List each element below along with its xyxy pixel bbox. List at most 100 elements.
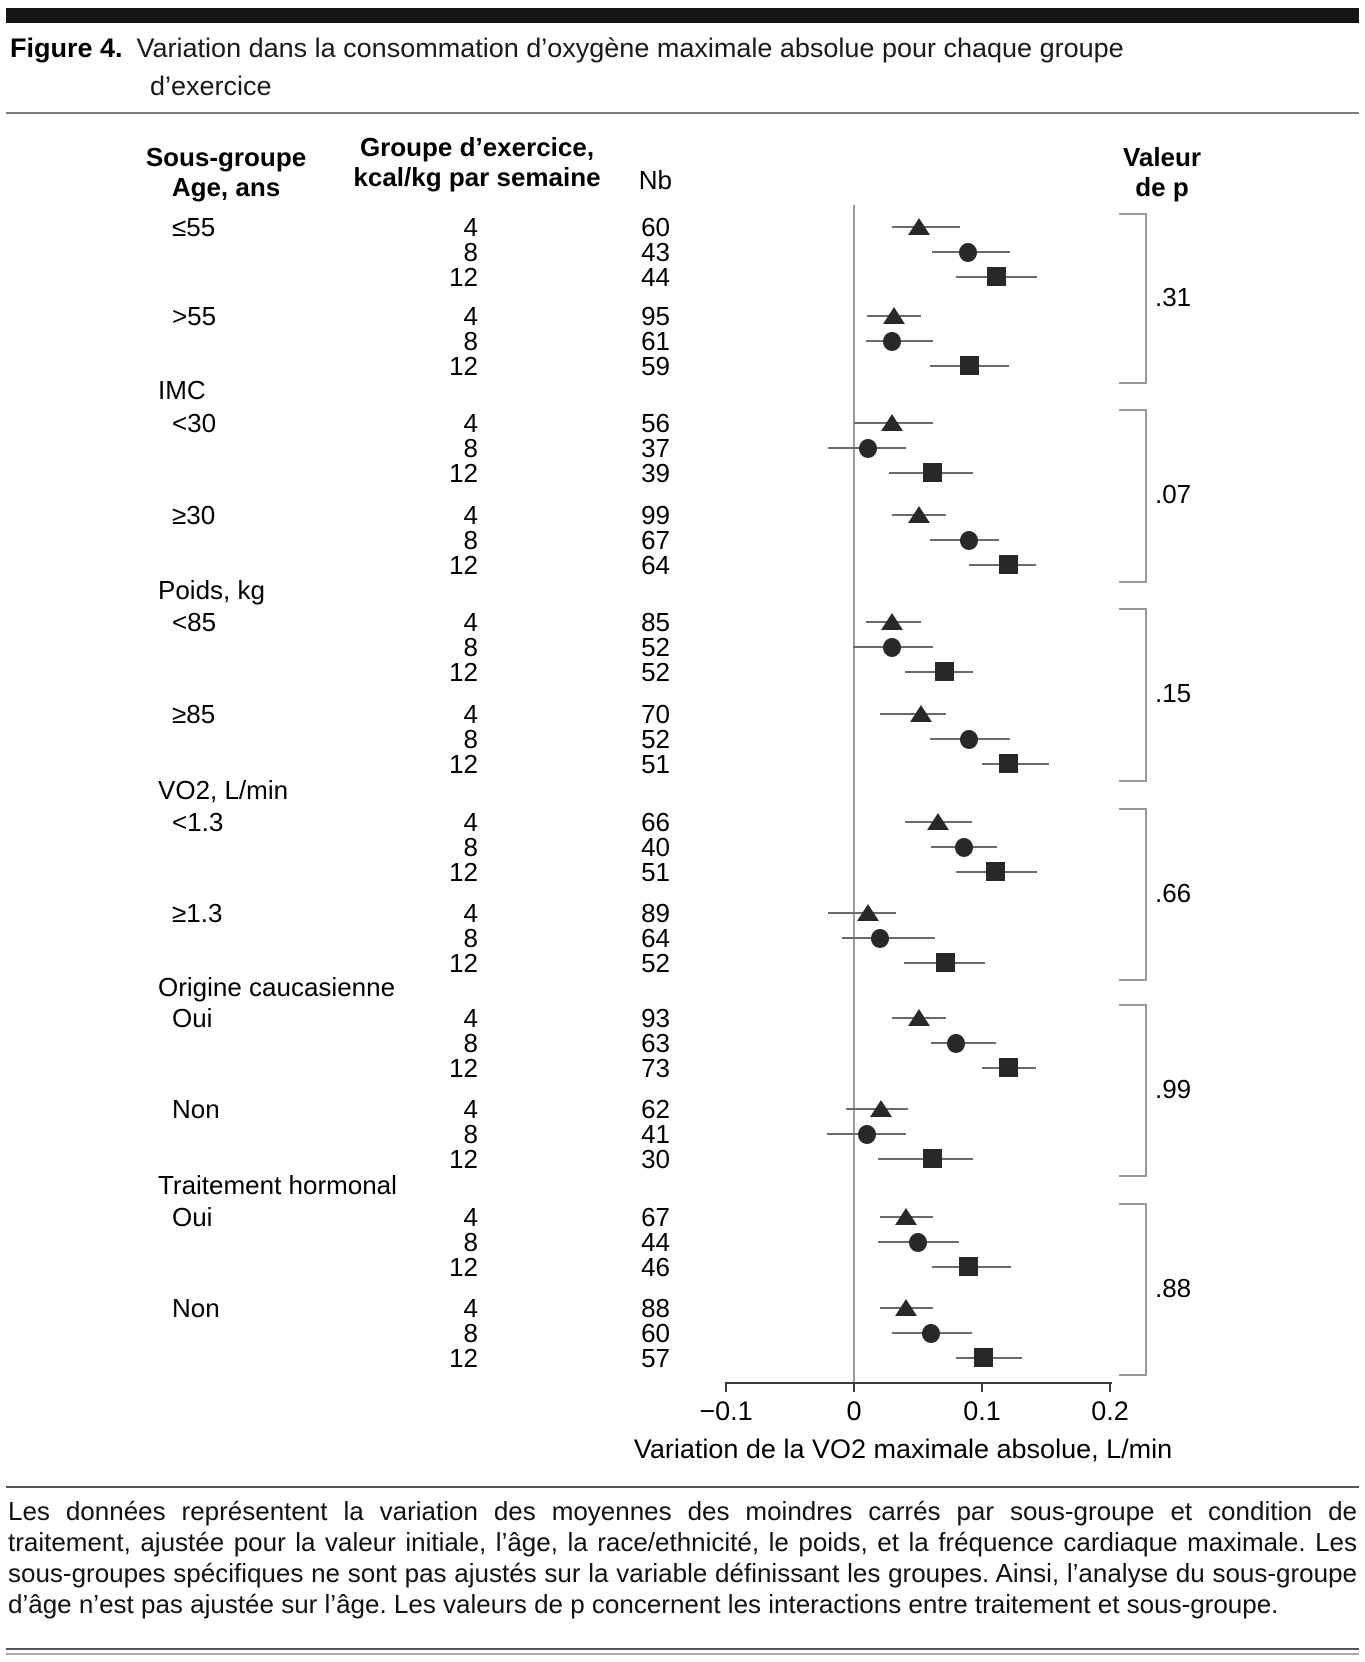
marker-triangle <box>882 307 905 324</box>
p-value-label: .99 <box>1155 1073 1192 1104</box>
bottom-double-rule <box>6 1648 1359 1655</box>
dose-value: 12 <box>449 458 478 488</box>
n-value: 60 <box>641 212 670 242</box>
x-tick-label: −0.1 <box>699 1396 753 1426</box>
subgroup-label: <30 <box>172 408 217 438</box>
n-value: 99 <box>641 500 670 530</box>
dose-value: 4 <box>463 898 478 928</box>
marker-circle <box>960 730 979 749</box>
n-value: 40 <box>641 832 670 862</box>
n-value: 60 <box>641 1318 670 1348</box>
dose-value: 8 <box>463 1119 478 1149</box>
marker-triangle <box>881 414 904 431</box>
n-value: 30 <box>641 1144 670 1174</box>
p-bracket <box>1119 1004 1147 1177</box>
p-bracket <box>1119 213 1147 384</box>
p-value-label: .66 <box>1155 877 1192 908</box>
n-value: 39 <box>641 458 670 488</box>
dose-value: 12 <box>449 948 478 978</box>
subgroup-label: <85 <box>172 607 217 637</box>
dose-value: 4 <box>463 301 478 331</box>
n-value: 63 <box>641 1028 670 1058</box>
n-value: 95 <box>641 301 670 331</box>
n-value: 52 <box>641 657 670 687</box>
n-value: 67 <box>641 525 670 555</box>
dose-value: 8 <box>463 923 478 953</box>
x-tick-label: 0.1 <box>963 1396 1001 1426</box>
marker-square <box>958 1257 978 1276</box>
marker-square <box>960 356 980 375</box>
marker-triangle <box>927 813 950 830</box>
marker-triangle <box>869 1100 892 1117</box>
n-value: 62 <box>641 1094 670 1124</box>
marker-square <box>998 555 1018 574</box>
column-header-p-line2: de p <box>1135 172 1189 202</box>
p-value-label: .07 <box>1155 479 1192 509</box>
section-label: Poids, kg <box>158 575 265 605</box>
title-divider <box>6 112 1359 114</box>
marker-circle <box>883 332 902 351</box>
p-value-label: .31 <box>1155 281 1192 312</box>
dose-value: 8 <box>463 525 478 555</box>
marker-circle <box>958 243 977 262</box>
x-axis-line <box>726 1382 1112 1384</box>
n-value: 67 <box>641 1202 670 1232</box>
dose-value: 4 <box>463 212 478 242</box>
top-black-bar <box>6 8 1359 23</box>
n-value: 93 <box>641 1003 670 1033</box>
dose-value: 4 <box>463 1202 478 1232</box>
footnote-divider <box>6 1486 1359 1488</box>
section-label: IMC <box>158 375 206 405</box>
marker-circle <box>955 838 974 857</box>
dose-value: 8 <box>463 326 478 356</box>
marker-square <box>987 267 1007 286</box>
dose-value: 8 <box>463 1318 478 1348</box>
n-value: 37 <box>641 433 670 463</box>
dose-value: 4 <box>463 1094 478 1124</box>
dose-value: 12 <box>449 1252 478 1282</box>
n-value: 66 <box>641 807 670 837</box>
dose-value: 4 <box>463 607 478 637</box>
n-value: 85 <box>641 607 670 637</box>
marker-square <box>998 1058 1018 1077</box>
n-value: 51 <box>641 857 670 887</box>
dose-value: 12 <box>449 262 478 292</box>
figure-title-line1: Figure 4. Variation dans la consommation … <box>10 33 1124 63</box>
dose-value: 8 <box>463 1227 478 1257</box>
n-value: 64 <box>641 923 670 953</box>
dose-value: 12 <box>449 1343 478 1373</box>
section-label: VO2, L/min <box>158 775 289 805</box>
subgroup-label: ≥85 <box>172 699 216 729</box>
column-header-exercise-line1: Groupe d’exercice, <box>359 132 595 162</box>
zero-reference-line <box>853 205 855 1384</box>
dose-value: 8 <box>463 433 478 463</box>
dose-value: 12 <box>449 550 478 580</box>
n-value: 59 <box>641 351 670 381</box>
section-label: Origine caucasienne <box>158 972 396 1002</box>
p-value-label: .88 <box>1155 1272 1192 1303</box>
dose-value: 4 <box>463 807 478 837</box>
figure-title-text: Variation dans la consommation d’oxygène… <box>136 33 1124 63</box>
column-header-exercise: Groupe d’exercice, kcal/kg par semaine <box>353 132 600 192</box>
marker-circle <box>960 531 979 550</box>
dose-value: 4 <box>463 1293 478 1323</box>
n-value: 44 <box>641 1227 670 1257</box>
subgroup-label: Oui <box>172 1202 213 1232</box>
x-tick <box>981 1382 983 1392</box>
marker-square <box>998 754 1018 773</box>
footnote-text: Les données représentent la variation de… <box>8 1496 1357 1619</box>
dose-value: 4 <box>463 408 478 438</box>
dose-value: 12 <box>449 749 478 779</box>
dose-value: 8 <box>463 832 478 862</box>
dose-value: 4 <box>463 500 478 530</box>
p-bracket <box>1119 808 1147 981</box>
subgroup-label: ≥1.3 <box>172 898 223 928</box>
n-value: 41 <box>641 1119 670 1149</box>
subgroup-label: ≥30 <box>172 500 216 530</box>
n-value: 56 <box>641 408 670 438</box>
marker-square <box>923 463 943 482</box>
marker-square <box>934 662 954 681</box>
x-tick <box>853 1382 855 1392</box>
x-tick <box>1109 1382 1111 1392</box>
